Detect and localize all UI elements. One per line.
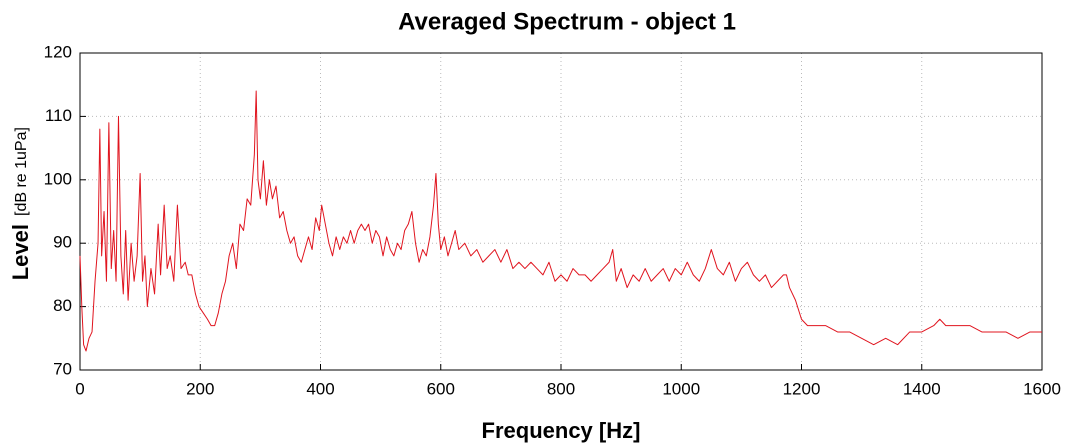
- x-axis-label: Frequency [Hz]: [482, 418, 641, 443]
- y-axis-unit: [dB re 1uPa]: [13, 127, 30, 216]
- x-tick-label: 1000: [662, 379, 700, 398]
- x-tick-label: 800: [547, 379, 575, 398]
- y-axis-label: Level: [8, 224, 33, 280]
- x-tick-label: 1400: [903, 379, 941, 398]
- x-tick-label: 200: [186, 379, 214, 398]
- plot-frame: [79, 52, 1043, 371]
- y-tick-label: 120: [44, 42, 72, 61]
- x-tick-label: 600: [427, 379, 455, 398]
- x-tick-label: 0: [75, 379, 84, 398]
- y-tick-label: 80: [53, 296, 72, 315]
- spectrum-line: [79, 90, 1042, 352]
- x-tick-label: 1200: [783, 379, 821, 398]
- y-axis-title: Level [dB re 1uPa]: [8, 127, 33, 280]
- y-tick-label: 100: [44, 169, 72, 188]
- x-tick-label: 1600: [1023, 379, 1061, 398]
- y-tick-label: 90: [53, 233, 72, 252]
- chart-title: Averaged Spectrum - object 1: [398, 8, 736, 35]
- y-tick-label: 70: [53, 359, 72, 378]
- x-tick-label: 400: [306, 379, 334, 398]
- y-tick-label: 110: [45, 106, 72, 125]
